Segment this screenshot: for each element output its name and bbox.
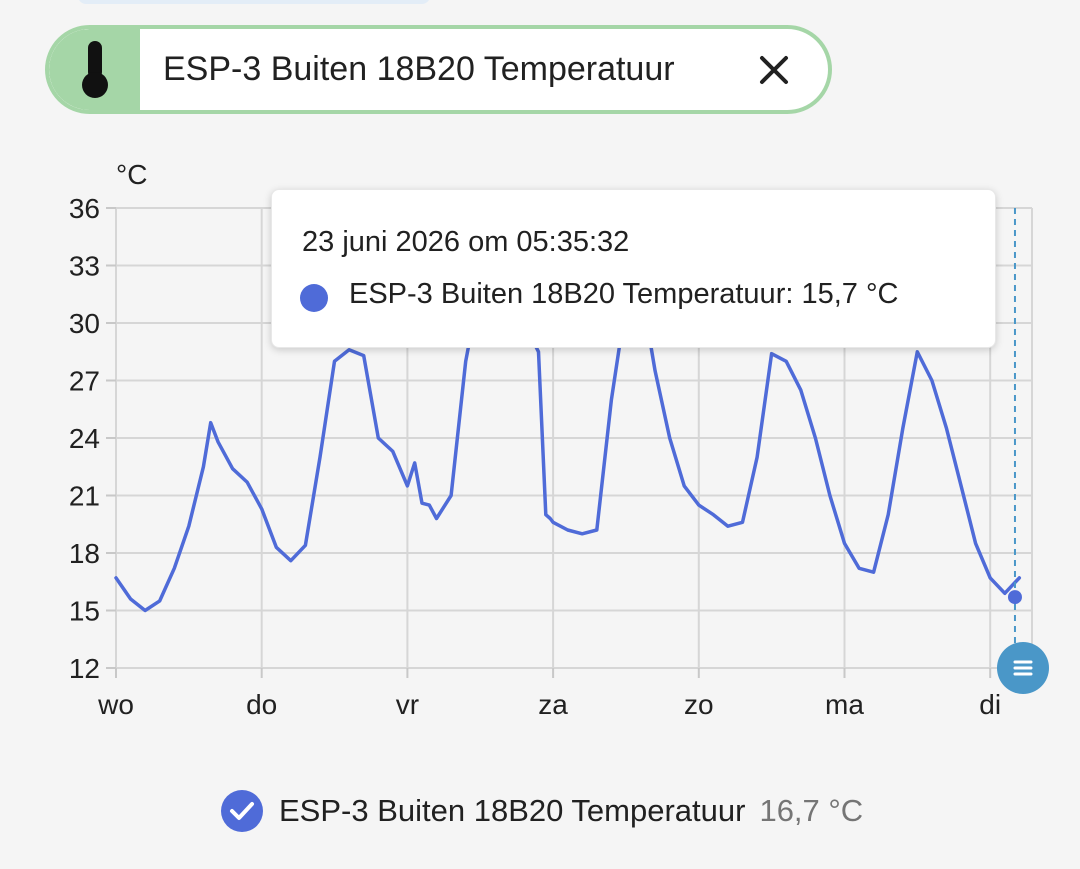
close-button[interactable] [749,45,799,95]
chart-tooltip: 23 juni 2026 om 05:35:32 ESP-3 Buiten 18… [271,189,996,348]
x-tick-label: do [246,689,277,720]
y-tick-label: 12 [69,653,100,684]
y-tick-label: 33 [69,251,100,282]
x-tick-label: di [979,689,1001,720]
tooltip-series-dot [300,284,328,312]
y-tick-label: 27 [69,366,100,397]
list-icon [1013,660,1033,676]
x-tick-label: ma [825,689,864,720]
entity-chip-icon-area [49,29,140,110]
entity-chip-label: ESP-3 Buiten 18B20 Temperatuur [163,50,675,88]
chart-legend[interactable]: ESP-3 Buiten 18B20 Temperatuur 16,7 °C [220,788,863,834]
chart-axes: 12 15 18 21 24 27 30 33 36 wo do vr za zo ma di [69,193,1001,720]
x-tick-label: za [538,689,568,720]
series-line [114,244,1022,613]
entity-chip[interactable]: ESP-3 Buiten 18B20 Temperatuur [45,25,832,114]
y-tick-label: 36 [69,193,100,224]
y-tick-label: 18 [69,538,100,569]
y-tick-label: 30 [69,308,100,339]
legend-series-value: 16,7 °C [759,793,864,828]
check-circle-icon [221,790,263,832]
y-tick-label: 24 [69,423,100,454]
tooltip-value: ESP-3 Buiten 18B20 Temperatuur: 15,7 °C [349,278,899,310]
previous-chip-edge [78,0,430,4]
close-icon [760,56,788,84]
y-tick-label: 21 [69,481,100,512]
x-tick-label: vr [396,689,419,720]
legend-series-name: ESP-3 Buiten 18B20 Temperatuur [279,793,746,828]
cursor-marker [1007,590,1022,605]
tooltip-time: 23 juni 2026 om 05:35:32 [302,226,630,258]
y-axis-unit-label: °C [116,159,147,190]
data-table-button[interactable] [997,642,1049,694]
chart-series [114,244,1022,613]
thermometer-icon [81,40,108,98]
x-tick-label: zo [684,689,714,720]
y-tick-label: 15 [69,596,100,627]
x-tick-label: wo [97,689,134,720]
